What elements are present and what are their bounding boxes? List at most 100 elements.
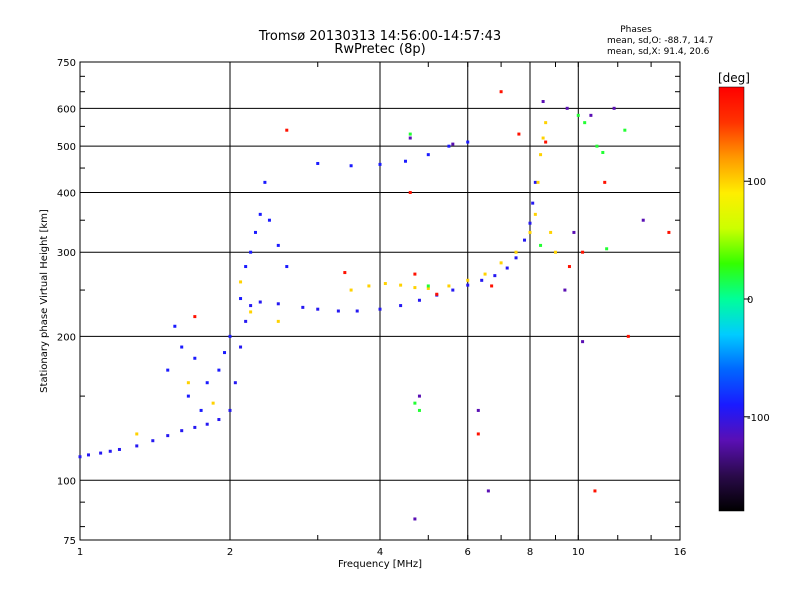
colorbar-tick-label: 100 [747, 177, 766, 188]
data-point [258, 300, 262, 304]
data-point [523, 238, 527, 242]
data-point [466, 140, 470, 144]
data-point [413, 517, 417, 521]
data-point [117, 447, 121, 451]
stats-line-o: mean, sd,O: -88.7, 14.7 [607, 36, 713, 46]
data-point [403, 159, 407, 163]
data-point [536, 180, 540, 184]
data-point [447, 144, 451, 148]
data-point [417, 298, 421, 302]
data-point [263, 180, 267, 184]
data-point [517, 132, 521, 136]
data-point [239, 280, 243, 284]
data-point [612, 106, 616, 110]
data-point [193, 356, 197, 360]
colorbar-tick-label: -100 [747, 413, 770, 424]
data-point [349, 164, 353, 168]
data-point [166, 368, 170, 372]
data-point [180, 429, 184, 433]
y-tick-label: 300 [57, 248, 76, 259]
data-point [408, 132, 412, 136]
x-axis-label: Frequency [MHz] [338, 559, 422, 570]
x-tick-label: 16 [674, 547, 687, 558]
data-point [417, 408, 421, 412]
data-point [267, 218, 271, 222]
data-point [383, 282, 387, 286]
data-point [355, 309, 359, 313]
data-point [505, 266, 509, 270]
data-point [623, 128, 627, 132]
data-point [514, 256, 518, 260]
data-point [565, 106, 569, 110]
data-point [581, 340, 585, 344]
data-point [413, 272, 417, 276]
y-tick-label: 75 [63, 536, 76, 547]
data-point [228, 334, 232, 338]
data-point [258, 212, 262, 216]
data-point [483, 272, 487, 276]
y-tick-label: 400 [57, 188, 76, 199]
data-points [78, 90, 671, 521]
grid-lines [80, 62, 680, 540]
data-point [589, 113, 593, 117]
data-point [544, 140, 548, 144]
data-point [426, 286, 430, 290]
data-point [408, 190, 412, 194]
chart-title: Tromsø 20130313 14:56:00-14:57:43 [258, 29, 501, 44]
data-point [553, 250, 557, 254]
data-point [301, 305, 305, 309]
data-point [343, 271, 347, 275]
data-point [466, 283, 470, 287]
data-point [285, 265, 289, 269]
stats-line-x: mean, sd,X: 91.4, 20.6 [607, 47, 710, 57]
data-point [78, 455, 82, 459]
data-point [233, 381, 237, 385]
data-point [583, 121, 587, 125]
data-point [135, 432, 139, 436]
data-point [626, 334, 630, 338]
data-point [239, 297, 243, 301]
x-axis: 1 2 4 6 8 10 16 [77, 62, 687, 558]
data-point [533, 180, 537, 184]
data-point [276, 319, 280, 323]
data-point [276, 243, 280, 247]
data-point [499, 90, 503, 94]
data-point [180, 345, 184, 349]
x-tick-label: 10 [572, 547, 585, 558]
data-point [249, 250, 253, 254]
data-point [223, 351, 227, 355]
data-point [417, 394, 421, 398]
data-point [641, 218, 645, 222]
colorbar-tick-label: 0 [747, 295, 753, 306]
data-point [285, 128, 289, 132]
y-tick-label: 100 [57, 476, 76, 487]
y-tick-label: 200 [57, 332, 76, 343]
data-point [447, 284, 451, 288]
data-point [549, 230, 553, 234]
data-point [541, 100, 545, 104]
x-tick-label: 4 [377, 547, 383, 558]
data-point [593, 489, 597, 493]
data-point [249, 304, 253, 308]
data-point [531, 201, 535, 205]
data-point [408, 136, 412, 140]
data-point [316, 307, 320, 311]
data-point [316, 161, 320, 165]
data-point [199, 408, 203, 412]
data-point [544, 121, 548, 125]
data-point [451, 142, 455, 146]
x-tick-label: 2 [227, 547, 233, 558]
x-tick-label: 6 [465, 547, 471, 558]
data-point [563, 288, 567, 292]
y-tick-label: 500 [57, 142, 76, 153]
data-point [205, 422, 209, 426]
data-point [86, 453, 90, 457]
data-point [528, 230, 532, 234]
data-point [605, 247, 609, 251]
data-point [166, 434, 170, 438]
data-point [193, 425, 197, 429]
data-point [514, 250, 518, 254]
data-point [336, 309, 340, 313]
y-axis-label: Stationary phase Virtual Height [km] [39, 209, 50, 393]
